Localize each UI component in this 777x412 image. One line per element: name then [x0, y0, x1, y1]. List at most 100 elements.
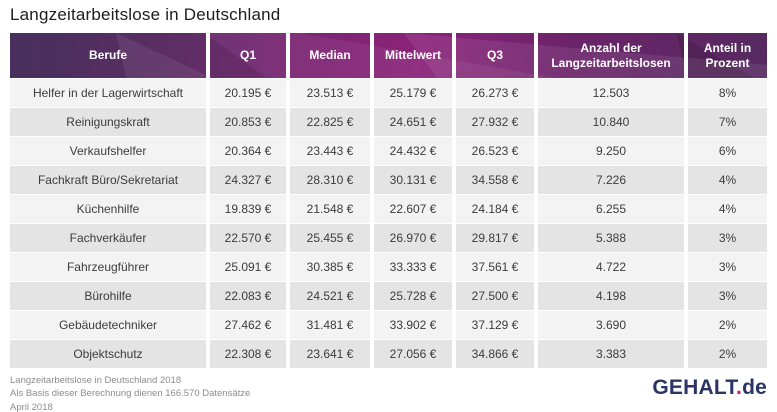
cell-anteil: 6%: [684, 136, 767, 165]
cell-q3: 37.129 €: [452, 310, 534, 339]
cell-anzahl: 10.840: [534, 107, 684, 136]
cell-mittelwert: 22.607 €: [370, 194, 452, 223]
cell-q1: 24.327 €: [206, 165, 286, 194]
footer: Langzeitarbeitslose in Deutschland 2018 …: [10, 374, 767, 412]
cell-q3: 34.558 €: [452, 165, 534, 194]
cell-mittelwert: 25.728 €: [370, 281, 452, 310]
cell-q3: 26.273 €: [452, 78, 534, 107]
column-header-anteil: Anteil in Prozent: [684, 33, 767, 78]
table-row: Fachkraft Büro/Sekretariat 24.327 € 28.3…: [10, 165, 767, 194]
column-header-berufe: Berufe: [88, 48, 127, 63]
cell-anzahl: 5.388: [534, 223, 684, 252]
table-row: Fachverkäufer 22.570 € 25.455 € 26.970 €…: [10, 223, 767, 252]
cell-anzahl: 3.690: [534, 310, 684, 339]
logo-tld: de: [742, 376, 767, 399]
logo-dot: .: [736, 376, 743, 399]
cell-anteil: 4%: [684, 194, 767, 223]
cell-median: 23.443 €: [286, 136, 370, 165]
table-row: Verkaufshelfer 20.364 € 23.443 € 24.432 …: [10, 136, 767, 165]
cell-q3: 27.500 €: [452, 281, 534, 310]
cell-median: 30.385 €: [286, 252, 370, 281]
cell-mittelwert: 33.902 €: [370, 310, 452, 339]
table-row: Helfer in der Lagerwirtschaft 20.195 € 2…: [10, 78, 767, 107]
logo-name: GEHALT: [652, 376, 737, 399]
cell-anzahl: 3.383: [534, 339, 684, 368]
cell-beruf: Verkaufshelfer: [10, 136, 206, 165]
cell-anteil: 8%: [684, 78, 767, 107]
cell-q3: 29.817 €: [452, 223, 534, 252]
cell-q1: 25.091 €: [206, 252, 286, 281]
column-header-anzahl: Anzahl der Langzeitarbeitslosen: [534, 33, 684, 78]
cell-median: 25.455 €: [286, 223, 370, 252]
cell-beruf: Fachkraft Büro/Sekretariat: [10, 165, 206, 194]
cell-anteil: 2%: [684, 310, 767, 339]
cell-anzahl: 9.250: [534, 136, 684, 165]
table-row: Objektschutz 22.308 € 23.641 € 27.056 € …: [10, 339, 767, 368]
cell-mittelwert: 24.432 €: [370, 136, 452, 165]
cell-beruf: Bürohilfe: [10, 281, 206, 310]
cell-median: 23.641 €: [286, 339, 370, 368]
table-row: Küchenhilfe 19.839 € 21.548 € 22.607 € 2…: [10, 194, 767, 223]
table-row: Reinigungskraft 20.853 € 22.825 € 24.651…: [10, 107, 767, 136]
cell-q1: 22.308 €: [206, 339, 286, 368]
cell-beruf: Helfer in der Lagerwirtschaft: [10, 78, 206, 107]
cell-anteil: 3%: [684, 281, 767, 310]
cell-q1: 22.570 €: [206, 223, 286, 252]
table-row: Fahrzeugführer 25.091 € 30.385 € 33.333 …: [10, 252, 767, 281]
source-line-1: Langzeitarbeitslose in Deutschland 2018: [10, 375, 182, 386]
cell-beruf: Küchenhilfe: [10, 194, 206, 223]
cell-anzahl: 4.722: [534, 252, 684, 281]
cell-anzahl: 12.503: [534, 78, 684, 107]
cell-anzahl: 6.255: [534, 194, 684, 223]
cell-anteil: 4%: [684, 165, 767, 194]
cell-median: 23.513 €: [286, 78, 370, 107]
cell-beruf: Objektschutz: [10, 339, 206, 368]
table-row: Bürohilfe 22.083 € 24.521 € 25.728 € 27.…: [10, 281, 767, 310]
gehalt-logo: GEHALT.de: [652, 376, 767, 400]
column-header-q1: Q1: [206, 33, 286, 78]
cell-q3: 24.184 €: [452, 194, 534, 223]
cell-anteil: 3%: [684, 252, 767, 281]
cell-mittelwert: 26.970 €: [370, 223, 452, 252]
column-header-q3: Q3: [452, 33, 534, 78]
cell-anteil: 7%: [684, 107, 767, 136]
column-header-median: Median: [286, 33, 370, 78]
cell-beruf: Fachverkäufer: [10, 223, 206, 252]
cell-median: 22.825 €: [286, 107, 370, 136]
cell-median: 21.548 €: [286, 194, 370, 223]
cell-q1: 27.462 €: [206, 310, 286, 339]
cell-mittelwert: 30.131 €: [370, 165, 452, 194]
cell-anteil: 3%: [684, 223, 767, 252]
cell-anzahl: 4.198: [534, 281, 684, 310]
table-body: Helfer in der Lagerwirtschaft 20.195 € 2…: [10, 78, 767, 368]
cell-q1: 20.853 €: [206, 107, 286, 136]
cell-q1: 20.364 €: [206, 136, 286, 165]
cell-mittelwert: 24.651 €: [370, 107, 452, 136]
cell-q3: 26.523 €: [452, 136, 534, 165]
cell-median: 28.310 €: [286, 165, 370, 194]
salary-table: Berufe Q1 Median Mittelwert Q3 Anzahl de…: [10, 33, 767, 368]
table-row: Gebäudetechniker 27.462 € 31.481 € 33.90…: [10, 310, 767, 339]
cell-q1: 19.839 €: [206, 194, 286, 223]
cell-beruf: Reinigungskraft: [10, 107, 206, 136]
source-line-3: April 2018: [10, 401, 53, 412]
cell-q3: 34.866 €: [452, 339, 534, 368]
cell-beruf: Fahrzeugführer: [10, 252, 206, 281]
cell-mittelwert: 33.333 €: [370, 252, 452, 281]
table-header-row: Berufe Q1 Median Mittelwert Q3 Anzahl de…: [10, 33, 767, 78]
cell-mittelwert: 27.056 €: [370, 339, 452, 368]
cell-median: 24.521 €: [286, 281, 370, 310]
source-line-2: Als Basis dieser Berechnung dienen 166.5…: [10, 388, 251, 400]
cell-median: 31.481 €: [286, 310, 370, 339]
cell-anteil: 2%: [684, 339, 767, 368]
cell-q3: 27.932 €: [452, 107, 534, 136]
cell-anzahl: 7.226: [534, 165, 684, 194]
cell-q1: 22.083 €: [206, 281, 286, 310]
column-header-mittelwert: Mittelwert: [370, 33, 452, 78]
cell-q3: 37.561 €: [452, 252, 534, 281]
page-title: Langzeitarbeitslose in Deutschland: [10, 5, 281, 24]
source-note: Langzeitarbeitslose in Deutschland 2018 …: [10, 374, 250, 412]
cell-mittelwert: 25.179 €: [370, 78, 452, 107]
cell-q1: 20.195 €: [206, 78, 286, 107]
